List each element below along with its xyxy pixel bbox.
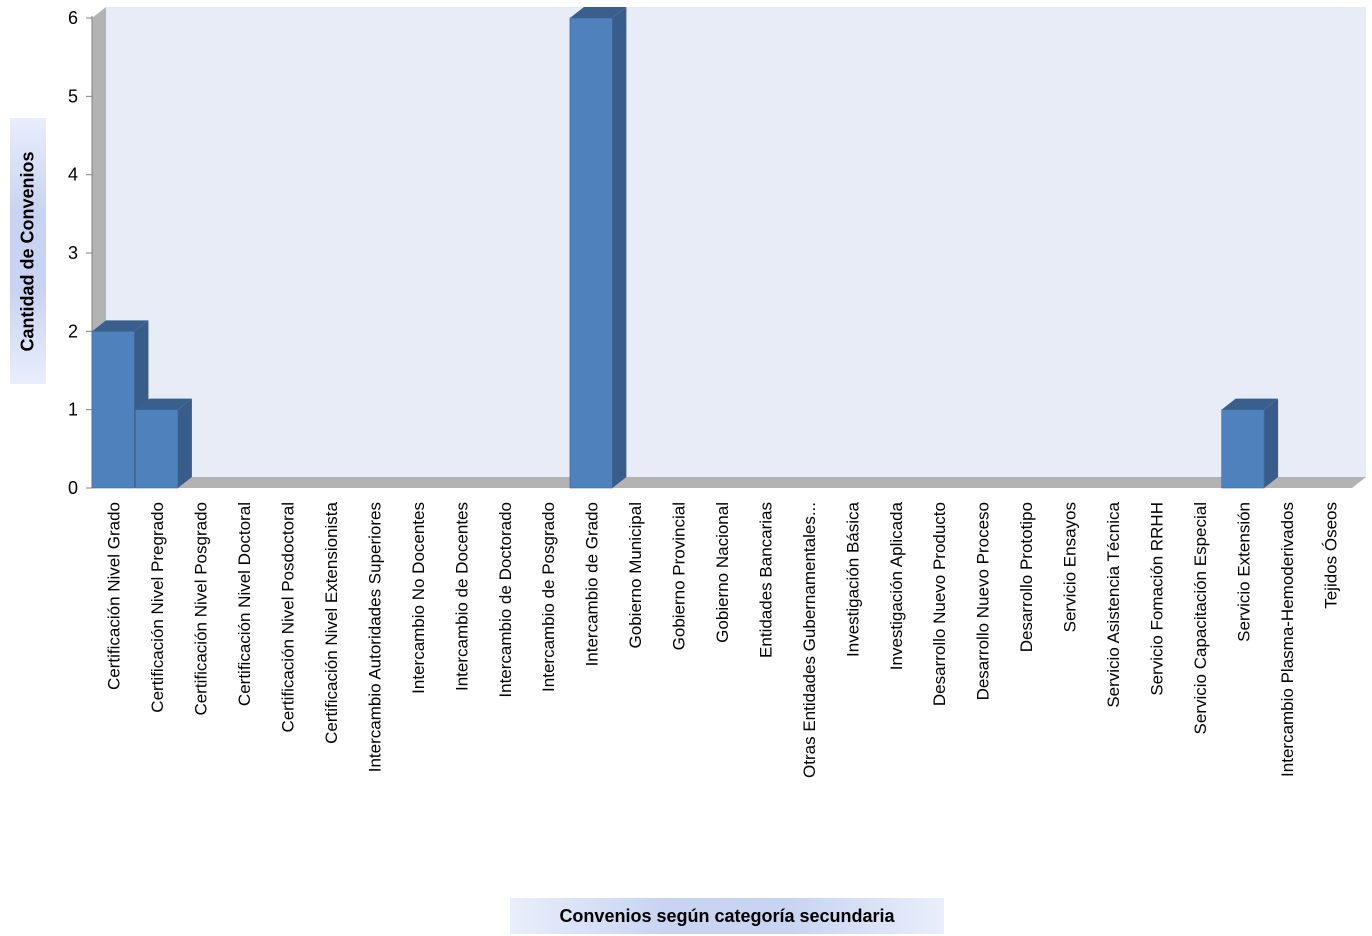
- bar-front: [569, 17, 613, 489]
- bar: [135, 398, 192, 489]
- x-tick-label: Intercambio de Grado: [583, 502, 602, 666]
- bar-series: [91, 7, 1279, 489]
- x-tick-label: Servicio Ensayos: [1061, 502, 1080, 632]
- x-axis-title-text: Convenios según categoría secundaria: [559, 905, 895, 926]
- x-tick-label: Otras Entidades Gubernamentales...: [800, 502, 819, 778]
- x-tick-label: Certificación Nivel Extensionista: [322, 501, 341, 743]
- x-tick-label: Investigación Aplicada: [887, 501, 906, 670]
- bar: [1221, 398, 1279, 489]
- x-tick-label: Gobierno Nacional: [713, 502, 732, 643]
- bar: [569, 7, 627, 489]
- x-axis-title: Convenios según categoría secundaria: [510, 898, 944, 934]
- x-tick-label: Entidades Bancarias: [756, 502, 775, 658]
- x-tick-label: Certificación Nivel Pregrado: [148, 502, 167, 713]
- y-tick-label: 2: [68, 321, 78, 341]
- y-axis-title: Cantidad de Convenios: [10, 118, 46, 384]
- x-tick-label: Gobierno Provincial: [670, 502, 689, 650]
- y-axis-ticks: 0 1 2 3 4 5 6: [68, 8, 92, 498]
- y-tick-label: 3: [68, 243, 78, 263]
- bar-top: [1221, 398, 1279, 410]
- chart-walls: [91, 7, 1366, 488]
- bar-side: [1264, 398, 1279, 488]
- x-tick-label: Intercambio No Docentes: [409, 502, 428, 694]
- x-axis-labels: Certificación Nivel Grado Certificación N…: [105, 501, 1341, 777]
- y-tick-label: 0: [68, 478, 78, 498]
- x-tick-label: Desarrollo Nuevo Producto: [930, 502, 949, 706]
- x-tick-label: Intercambio de Doctorado: [496, 502, 515, 698]
- x-tick-label: Intercambio de Docentes: [452, 502, 471, 691]
- x-tick-label: Gobierno Municipal: [626, 502, 645, 648]
- x-tick-label: Servicio Asistencia Técnica: [1104, 501, 1123, 707]
- plot-floor: [92, 477, 1366, 488]
- x-tick-label: Certificación Nivel Doctoral: [235, 502, 254, 706]
- y-tick-label: 5: [68, 86, 78, 106]
- x-tick-label: Intercambio Plasma-Hemoderivados: [1278, 502, 1297, 777]
- bar-front: [1221, 409, 1265, 489]
- y-axis-title-text: Cantidad de Convenios: [17, 150, 38, 352]
- x-tick-label: Servicio Fomación RRHH: [1147, 502, 1166, 696]
- bar-front: [135, 409, 179, 489]
- x-tick-label: Desarrollo Prototipo: [1017, 502, 1036, 652]
- x-tick-label: Intercambio Autoridades Superiores: [365, 502, 384, 772]
- x-tick-label: Servicio Extensión: [1234, 502, 1253, 642]
- x-tick-label: Tejidos Óseos: [1321, 502, 1340, 609]
- bar-side: [177, 398, 192, 488]
- y-tick-label: 1: [68, 400, 78, 420]
- x-tick-label: Intercambio de Posgrado: [539, 502, 558, 692]
- x-tick-label: Certificación Nivel Grado: [105, 502, 124, 690]
- y-tick-label: 6: [68, 8, 78, 28]
- x-tick-label: Servicio Capacitación Especial: [1191, 502, 1210, 734]
- bar-top: [92, 320, 149, 332]
- bar-front: [91, 331, 135, 489]
- bar-side: [612, 7, 627, 488]
- x-tick-label: Certificación Nivel Posgrado: [192, 502, 211, 716]
- bar-top: [569, 7, 627, 18]
- y-tick-label: 4: [68, 165, 78, 185]
- x-tick-label: Certificación Nivel Posdoctoral: [279, 502, 298, 733]
- plot-back-wall: [106, 7, 1366, 477]
- x-tick-label: Investigación Básica: [843, 501, 862, 657]
- bar-top: [135, 398, 192, 410]
- x-tick-label: Desarrollo Nuevo Proceso: [974, 502, 993, 700]
